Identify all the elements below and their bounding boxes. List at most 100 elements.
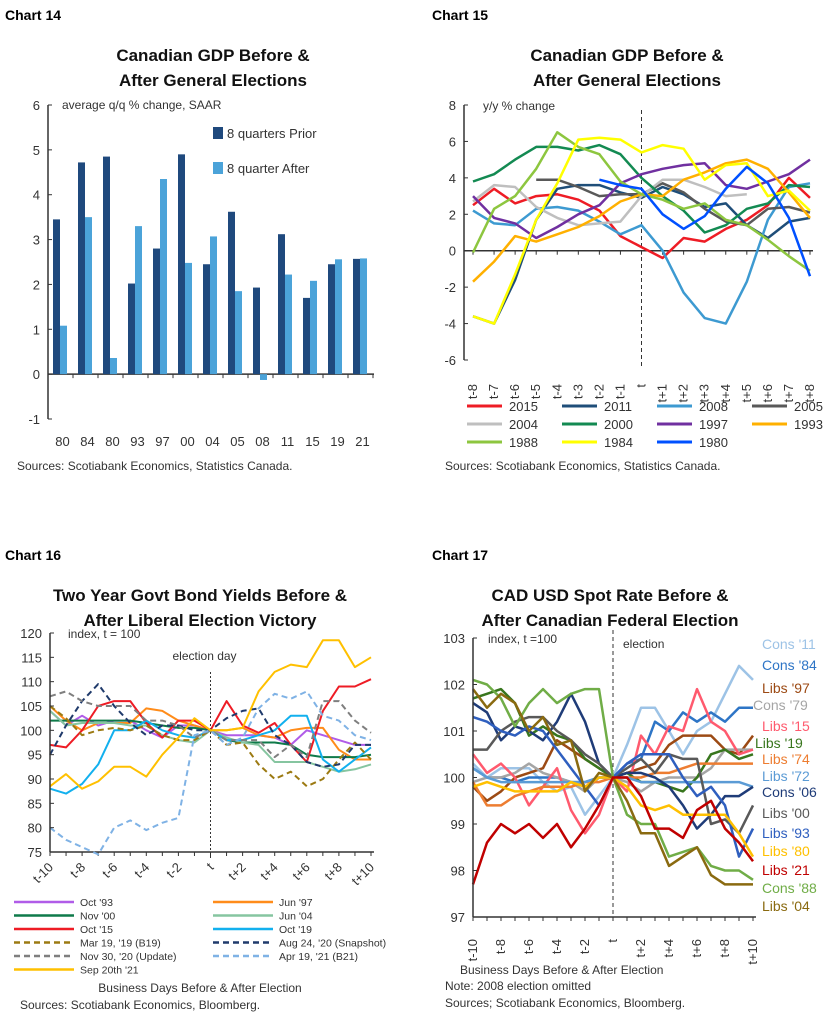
source-note: Sources; Scotiabank Economics, Bloomberg… — [445, 996, 685, 1010]
x-tick-label: t-8 — [465, 384, 480, 399]
y-tick-label: 100 — [20, 723, 42, 738]
x-axis-label: Business Days Before & After Election — [98, 981, 301, 995]
y-tick-label: 85 — [28, 796, 42, 811]
y-tick-label: -6 — [444, 353, 456, 368]
x-tick-label: t-1 — [612, 384, 627, 399]
legend-label: 2005 — [794, 399, 823, 414]
x-tick-label: 21 — [355, 434, 369, 449]
legend-label: Mar 19, '19 (B19) — [80, 938, 161, 950]
legend-label: Oct '15 — [80, 924, 113, 936]
series-line-libs-80 — [472, 776, 755, 858]
y-tick-label: 100 — [443, 771, 465, 786]
x-tick-label: t+1 — [655, 384, 670, 402]
series-line-1988 — [471, 131, 811, 272]
legend-label: 2008 — [699, 399, 728, 414]
y-tick-label: -2 — [444, 280, 456, 295]
legend-label: Nov '00 — [80, 911, 115, 923]
bar-after — [210, 236, 217, 375]
bar-after — [360, 258, 367, 375]
series-line-nov-30-20-update- — [49, 690, 372, 759]
series-line-1980 — [599, 165, 812, 277]
y-tick-label: 110 — [21, 675, 42, 690]
series-label: Cons '11 — [762, 636, 816, 652]
chart-15: Chart 15 Canadian GDP Before & After Gener… — [432, 7, 823, 473]
footnote: Note: 2008 election omitted — [445, 979, 591, 993]
x-tick-label: t+8 — [802, 384, 817, 402]
series-label: Cons '84 — [762, 657, 817, 673]
bar-prior — [303, 297, 310, 375]
x-tick-label: 04 — [205, 434, 219, 449]
legend-label: 2015 — [509, 399, 538, 414]
y-tick-label: 75 — [28, 845, 42, 860]
x-tick-label: t+4 — [661, 939, 676, 957]
series-label: Libs '74 — [762, 751, 810, 767]
x-tick-label: t-10 — [30, 860, 56, 886]
bar-prior — [128, 283, 135, 375]
x-tick-label: t-5 — [528, 384, 543, 399]
chart-label: Chart 15 — [432, 7, 488, 23]
legend-label: Oct '19 — [279, 924, 312, 936]
legend-label: 1993 — [794, 417, 823, 432]
chart-14: Chart 14 Canadian GDP Before & After Gener… — [5, 7, 374, 473]
bar-prior — [203, 264, 210, 375]
source-note: Sources: Scotiabank Economics, Bloomberg… — [20, 998, 260, 1012]
series-line-sep-20th-21 — [49, 639, 372, 790]
x-tick-label: 11 — [281, 434, 295, 449]
y-axis-label: index, t =100 — [488, 632, 557, 646]
bar-after — [260, 374, 267, 380]
chart-title-line1: Canadian GDP Before & — [530, 46, 723, 65]
x-tick-label: t+7 — [781, 384, 796, 402]
x-tick-label: 97 — [155, 434, 169, 449]
y-tick-label: 97 — [451, 910, 465, 925]
legend-label: Jun '97 — [279, 897, 313, 909]
x-tick-label: 05 — [230, 434, 244, 449]
bar-prior — [103, 156, 110, 375]
legend-label: 2000 — [604, 417, 633, 432]
bar-prior — [53, 219, 60, 375]
x-tick-label: t — [634, 384, 649, 388]
legend-swatch — [213, 127, 223, 139]
y-tick-label: 98 — [451, 864, 465, 879]
legend-label: 1988 — [509, 435, 538, 450]
x-tick-label: t-6 — [99, 860, 120, 881]
series-label: Libs '97 — [762, 680, 810, 696]
x-tick-label: t-6 — [521, 939, 536, 954]
legend-label: 1984 — [604, 435, 633, 450]
bar-after — [60, 325, 67, 375]
chart-title-line1: CAD USD Spot Rate Before & — [491, 586, 728, 605]
series-line-2015 — [472, 176, 811, 260]
chart-title-line1: Two Year Govt Bond Yields Before & — [53, 586, 347, 605]
chart-title-line2: After Liberal Election Victory — [83, 611, 317, 630]
y-tick-label: 101 — [443, 724, 465, 739]
legend-label: Nov 30, '20 (Update) — [80, 951, 177, 963]
series-label: Libs '15 — [762, 718, 810, 734]
bar-prior — [178, 154, 185, 375]
x-tick-label: t+8 — [321, 860, 345, 884]
series-label: Cons '88 — [762, 880, 817, 896]
series-line-libs-21 — [471, 776, 754, 885]
x-tick-label: t-4 — [131, 860, 152, 881]
legend-label: Apr 19, '21 (B21) — [279, 951, 358, 963]
bar-after — [160, 179, 167, 375]
x-tick-label: t+10 — [348, 860, 377, 889]
y-tick-label: 99 — [451, 817, 465, 832]
x-tick-label: 80 — [55, 434, 69, 449]
x-tick-label: t+2 — [676, 384, 691, 402]
y-tick-label: 8 — [449, 98, 456, 113]
legend-swatch — [213, 162, 223, 174]
bar-after — [135, 226, 142, 375]
y-tick-label: 6 — [33, 98, 40, 113]
legend-label: Jun '04 — [279, 911, 313, 923]
y-axis-label: average q/q % change, SAAR — [62, 98, 222, 112]
y-axis-label: index, t = 100 — [68, 627, 141, 641]
y-tick-label: 3 — [33, 233, 40, 248]
chart-title-line1: Canadian GDP Before & — [116, 46, 309, 65]
x-tick-label: t+8 — [717, 939, 732, 957]
x-axis-label: Business Days Before & After Election — [460, 963, 663, 977]
y-tick-label: 103 — [443, 631, 465, 646]
series-label: Libs '04 — [762, 898, 810, 914]
x-tick-label: t-10 — [465, 939, 480, 961]
legend-label: 2011 — [604, 399, 632, 414]
bar-after — [85, 217, 92, 375]
bar-after — [335, 259, 342, 375]
